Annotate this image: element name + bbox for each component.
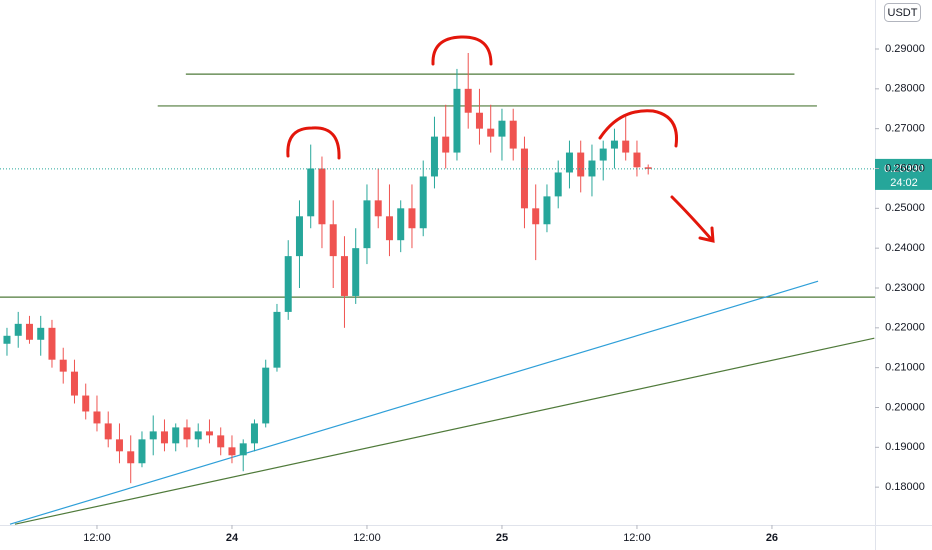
currency[interactable]: USDT — [888, 7, 918, 19]
y-tick-label: 0.25000 — [885, 202, 925, 214]
freehand-arc — [431, 35, 493, 66]
candle-body — [397, 208, 405, 241]
y-tick-label: 0.29000 — [885, 43, 925, 55]
y-tick-label: 0.20000 — [885, 401, 925, 413]
candle-body — [217, 435, 225, 448]
candle-body — [194, 431, 202, 440]
candle-body — [430, 136, 438, 177]
candle-body — [543, 196, 551, 225]
y-tick-label: 0.27000 — [885, 123, 925, 135]
y-tick-label: 0.19000 — [885, 441, 925, 453]
candle-body — [160, 431, 168, 444]
x-tick-label: 12:00 — [623, 532, 651, 544]
candle-body — [644, 167, 652, 169]
freehand-arrow — [670, 195, 714, 242]
candle-body — [610, 140, 618, 149]
candle-body — [475, 112, 483, 129]
candle-body — [419, 176, 427, 229]
last-price-label: 0.25990 — [884, 163, 924, 175]
candle-body — [70, 371, 78, 396]
candle-body — [172, 427, 180, 444]
freehand-arc — [286, 126, 341, 160]
candle-body — [453, 88, 461, 153]
candle-body — [599, 148, 607, 161]
candle-body — [307, 168, 315, 217]
y-tick-label: 0.26000 — [885, 162, 925, 174]
plot-area — [0, 52, 875, 525]
candle-body — [262, 367, 270, 424]
candle-body — [374, 200, 382, 217]
candle-body — [340, 256, 348, 296]
countdown: 24:02 — [890, 177, 918, 189]
candle-body — [565, 152, 573, 173]
candle-body — [239, 443, 247, 456]
trendline — [14, 337, 875, 525]
candle-body — [149, 431, 157, 440]
currency-box[interactable] — [884, 3, 921, 22]
last-price-box — [875, 158, 932, 190]
x-tick-label: 12:00 — [353, 532, 381, 544]
candle-body — [329, 224, 337, 257]
candle-body — [487, 128, 495, 137]
candle-body — [37, 327, 45, 340]
x-tick-label: 25 — [496, 532, 508, 544]
freehand-arc — [598, 109, 679, 148]
candle-body — [408, 208, 416, 229]
x-tick-label: 24 — [226, 532, 239, 544]
y-tick-label: 0.18000 — [885, 481, 925, 493]
candle-body — [273, 311, 281, 368]
candle-body — [577, 152, 585, 177]
candle-body — [228, 447, 236, 456]
y-tick-label: 0.23000 — [885, 282, 925, 294]
candle-body — [183, 427, 191, 440]
candle-body — [284, 256, 292, 312]
candle-body — [498, 120, 506, 137]
candle-body — [127, 451, 135, 464]
candle-body — [59, 359, 67, 372]
candle-body — [442, 136, 450, 153]
candle-body — [3, 335, 11, 344]
x-tick-label: 26 — [766, 532, 778, 544]
candle-body — [93, 411, 101, 424]
candle-body — [352, 248, 360, 296]
y-tick-label: 0.28000 — [885, 83, 925, 95]
candle-body — [48, 327, 56, 360]
candle-body — [622, 140, 630, 153]
candle-body — [532, 208, 540, 225]
candle-body — [509, 120, 517, 149]
candle-body — [14, 323, 22, 336]
candle-body — [385, 216, 393, 241]
candle-body — [520, 148, 528, 209]
trendline — [9, 280, 819, 525]
x-tick-label: 12:00 — [83, 532, 111, 544]
candle-body — [250, 423, 258, 444]
candle-body — [205, 431, 213, 436]
candle-body — [464, 88, 472, 113]
candle-body — [138, 439, 146, 464]
candle-body — [295, 216, 303, 257]
y-tick-label: 0.21000 — [885, 362, 925, 374]
candle-body — [318, 168, 326, 225]
candle-body — [25, 323, 33, 340]
candle-body — [82, 395, 90, 412]
price-label-layer: 0.25990 24:02 — [875, 158, 932, 190]
candle-body — [554, 172, 562, 197]
y-tick-label: 0.24000 — [885, 242, 925, 254]
freehand-arrowhead — [698, 226, 715, 243]
candle-body — [115, 439, 123, 452]
y-tick-label: 0.22000 — [885, 322, 925, 334]
candle-body — [363, 200, 371, 249]
freehand-drawings — [286, 35, 715, 243]
candle-body — [633, 152, 641, 168]
candle-body — [104, 423, 112, 440]
